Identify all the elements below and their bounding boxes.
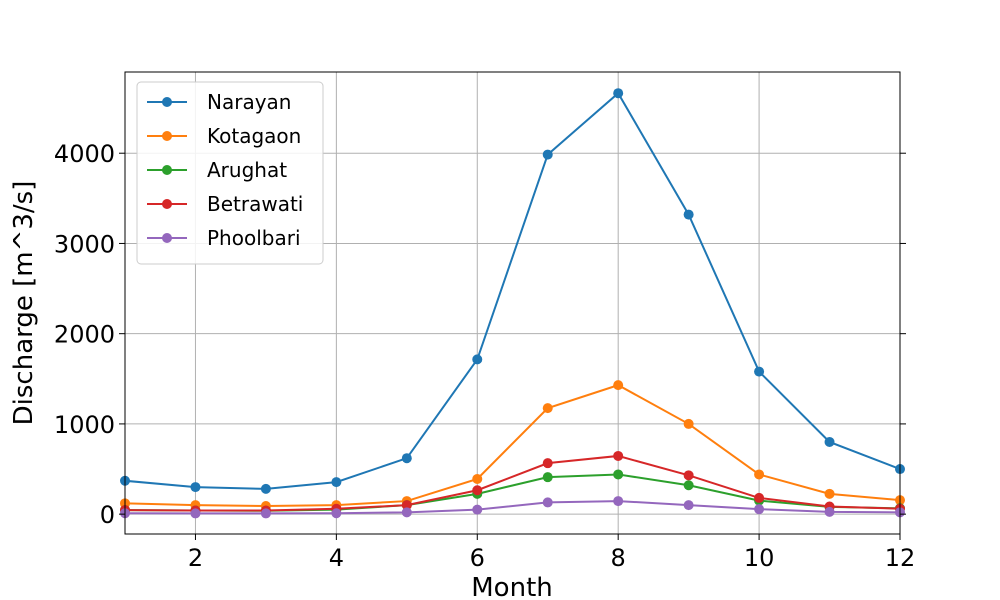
y-tick-label: 4000 — [54, 140, 115, 168]
x-tick-label: 6 — [470, 544, 485, 572]
data-point — [402, 453, 412, 463]
data-point — [613, 88, 623, 98]
data-point — [190, 482, 200, 492]
data-point — [613, 451, 623, 461]
x-tick-label: 2 — [188, 544, 203, 572]
legend-label: Phoolbari — [207, 226, 301, 250]
legend-label: Arughat — [207, 158, 287, 182]
y-tick-label: 1000 — [54, 411, 115, 439]
data-point — [684, 419, 694, 429]
legend-label: Narayan — [207, 90, 291, 114]
legend: Narayan Kotagaon Arughat Betrawati Phoolbari — [137, 82, 323, 264]
legend-label: Betrawati — [207, 192, 303, 216]
data-point — [613, 496, 623, 506]
data-point — [472, 354, 482, 364]
legend-marker — [162, 97, 172, 107]
series-phoolbari — [120, 496, 905, 518]
data-point — [684, 210, 694, 220]
legend-marker — [162, 233, 172, 243]
data-point — [754, 504, 764, 514]
x-tick-label: 10 — [744, 544, 775, 572]
data-point — [543, 403, 553, 413]
legend-marker — [162, 165, 172, 175]
data-point — [613, 469, 623, 479]
data-point — [331, 508, 341, 518]
data-point — [754, 493, 764, 503]
x-tick-label: 8 — [611, 544, 626, 572]
legend-marker — [162, 199, 172, 209]
y-axis-label: Discharge [m^3/s] — [9, 181, 39, 426]
x-tick-label: 4 — [329, 544, 344, 572]
data-point — [754, 367, 764, 377]
data-point — [684, 470, 694, 480]
data-point — [331, 477, 341, 487]
data-point — [543, 150, 553, 160]
legend-marker — [162, 131, 172, 141]
data-point — [543, 458, 553, 468]
y-tick-label: 3000 — [54, 230, 115, 258]
x-tick-label: 12 — [885, 544, 916, 572]
data-point — [684, 500, 694, 510]
data-point — [543, 497, 553, 507]
data-point — [543, 472, 553, 482]
y-tick-label: 2000 — [54, 321, 115, 349]
data-point — [261, 508, 271, 518]
data-point — [402, 507, 412, 517]
data-point — [190, 508, 200, 518]
x-axis-label: Month — [471, 573, 553, 600]
data-point — [613, 380, 623, 390]
data-point — [825, 507, 835, 517]
data-point — [472, 485, 482, 495]
data-point — [825, 437, 835, 447]
data-point — [825, 489, 835, 499]
data-point — [472, 474, 482, 484]
data-point — [684, 480, 694, 490]
data-point — [261, 484, 271, 494]
y-tick-label: 0 — [100, 501, 115, 529]
data-point — [754, 469, 764, 479]
data-point — [472, 505, 482, 515]
legend-label: Kotagaon — [207, 124, 301, 148]
